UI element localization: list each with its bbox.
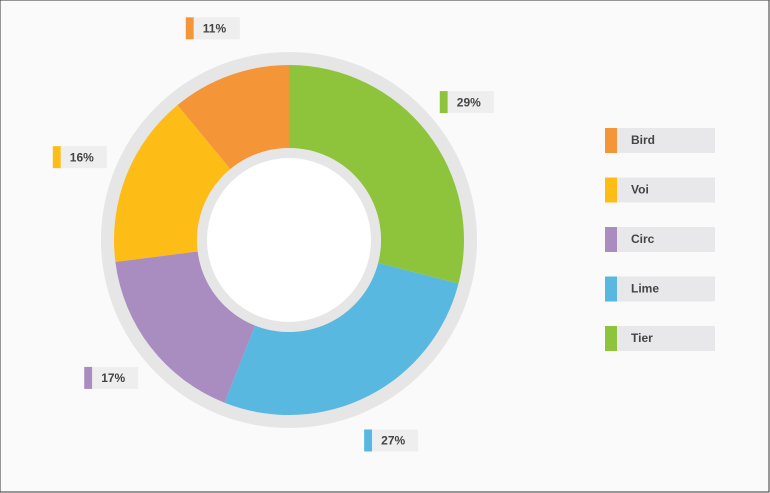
data-label: 17% [101, 371, 125, 385]
legend-swatch [605, 276, 617, 302]
label-box [193, 17, 240, 40]
label-box [60, 146, 107, 169]
label-box [447, 91, 494, 114]
label-swatch [84, 366, 93, 389]
label-swatch [52, 146, 61, 169]
legend-label: Lime [631, 282, 659, 296]
data-label: 11% [203, 21, 227, 35]
data-label: 16% [70, 150, 94, 164]
legend-box [617, 128, 715, 153]
legend-swatch [605, 227, 617, 252]
legend-box [617, 326, 715, 351]
donut-slice [113, 105, 231, 262]
data-label: 27% [381, 434, 405, 448]
legend-swatch [605, 177, 617, 203]
legend-swatch [605, 326, 617, 351]
label-box [372, 429, 419, 452]
legend-label: Voi [631, 183, 649, 197]
label-swatch [439, 91, 448, 114]
legend-box [617, 177, 715, 203]
label-swatch [185, 17, 194, 40]
donut-slice [289, 65, 464, 284]
legend-box [617, 227, 715, 252]
hole [207, 158, 371, 322]
donut-slice [224, 262, 459, 415]
label-box [92, 366, 139, 389]
label-swatch [364, 429, 373, 452]
legend-label: Bird [631, 133, 655, 147]
data-label: 29% [457, 95, 481, 109]
legend-label: Circ [631, 232, 655, 246]
legend-swatch [605, 128, 617, 153]
legend-label: Tier [631, 331, 653, 345]
donut-slice [115, 251, 256, 403]
legend-box [617, 276, 715, 302]
donut-slice [177, 65, 289, 170]
